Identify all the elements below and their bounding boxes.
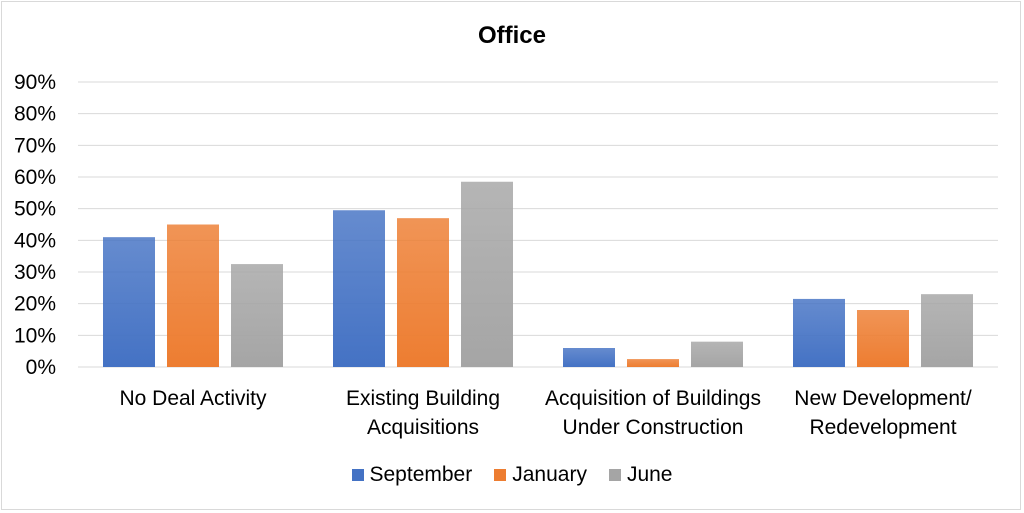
y-tick-label: 40%	[14, 229, 56, 252]
chart-title: Office	[477, 22, 546, 49]
y-tick-label: 10%	[14, 324, 56, 347]
x-category-label: Existing Building	[346, 387, 500, 410]
bar-january	[397, 218, 449, 367]
bar-june	[691, 341, 743, 367]
legend-label: September	[369, 463, 473, 486]
legend-item: September	[351, 463, 473, 487]
y-tick-label: 60%	[14, 166, 56, 189]
legend-swatch	[351, 469, 364, 481]
y-tick-label: 70%	[14, 134, 56, 157]
legend-label: January	[512, 463, 587, 486]
x-category-label: New Development/	[794, 387, 972, 410]
bar-january	[167, 224, 219, 367]
x-category-label: Acquisition of Buildings	[545, 387, 761, 410]
y-tick-label: 80%	[14, 103, 56, 126]
legend-item: June	[608, 463, 673, 487]
bar-september	[563, 348, 615, 367]
legend-swatch	[608, 469, 621, 481]
legend-swatch	[494, 469, 507, 481]
y-tick-label: 90%	[14, 71, 56, 94]
bar-september	[793, 298, 845, 367]
bar-june	[231, 264, 283, 367]
bar-june	[461, 181, 513, 367]
chart-legend: September January June	[0, 463, 1024, 487]
y-tick-label: 30%	[14, 261, 56, 284]
y-tick-label: 20%	[14, 293, 56, 316]
bar-september	[333, 210, 385, 367]
x-category-label: Under Construction	[563, 416, 744, 439]
bar-january	[857, 310, 909, 367]
y-tick-label: 50%	[14, 198, 56, 221]
bar-january	[627, 359, 679, 367]
bar-june	[921, 294, 973, 367]
x-category-label: Acquisitions	[367, 416, 479, 439]
x-category-label: Redevelopment	[809, 416, 956, 439]
bar-september	[103, 237, 155, 367]
legend-label: June	[626, 463, 673, 486]
y-tick-label: 0%	[26, 356, 56, 379]
legend-item: January	[494, 463, 587, 487]
x-category-label: No Deal Activity	[119, 387, 267, 410]
